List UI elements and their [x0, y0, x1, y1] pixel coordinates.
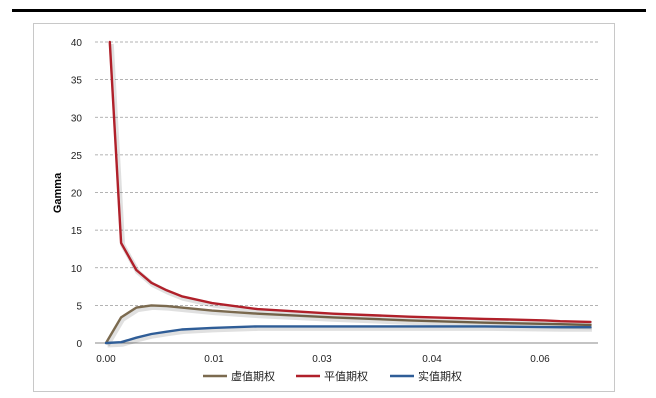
y-tick-label: 5 — [76, 301, 82, 312]
series-shadow — [108, 43, 592, 327]
series-line — [108, 40, 592, 324]
y-tick-label: 35 — [71, 76, 83, 87]
y-tick-label: 20 — [71, 189, 83, 200]
chart-frame — [33, 23, 615, 392]
series-lines — [104, 40, 592, 348]
x-tick-label: 0.06 — [530, 354, 550, 365]
series-line — [104, 325, 592, 345]
x-tick-label: 0.04 — [422, 354, 442, 365]
legend-label: 平值期权 — [324, 370, 368, 383]
x-tick-label: 0.00 — [96, 354, 116, 365]
x-tick-labels: 0.00 0.01 0.03 0.04 0.06 — [96, 354, 550, 365]
x-tick-label: 0.01 — [204, 354, 224, 365]
y-tick-label: 40 — [71, 38, 83, 49]
series-line — [104, 304, 592, 345]
legend: 虚值期权 平值期权 实值期权 — [203, 369, 462, 383]
y-tick-label: 15 — [71, 226, 83, 237]
y-tick-labels: 0 5 10 15 20 25 30 35 40 — [71, 38, 83, 350]
y-tick-label: 10 — [71, 264, 83, 275]
legend-label: 虚值期权 — [231, 370, 275, 383]
y-tick-label: 30 — [71, 113, 83, 124]
y-axis-label: Gamma — [52, 172, 64, 213]
x-tick-label: 0.03 — [312, 354, 332, 365]
series-shadow — [107, 325, 592, 348]
top-border-rule — [12, 9, 646, 12]
y-tick-label: 25 — [71, 151, 83, 162]
series-shadow — [105, 304, 592, 347]
y-tick-label: 0 — [76, 339, 82, 350]
grid-lines — [95, 41, 598, 306]
legend-label: 实值期权 — [418, 369, 462, 383]
